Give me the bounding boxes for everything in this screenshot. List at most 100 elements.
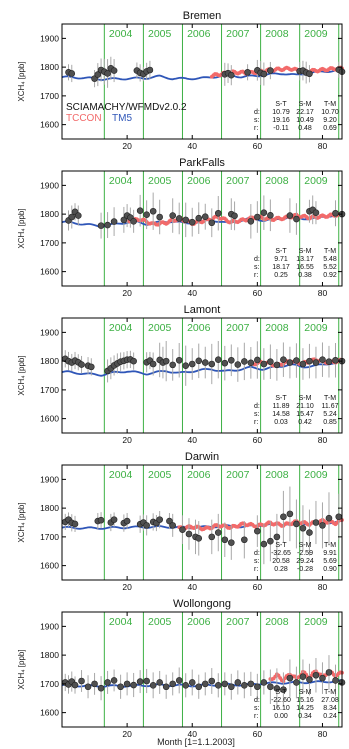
stats-value: 9.71 <box>274 256 288 263</box>
x-tick-label: 80 <box>318 435 328 445</box>
sciamachy-point <box>286 674 294 682</box>
sciamachy-point <box>312 359 320 366</box>
sciamachy-point <box>293 215 300 223</box>
stats-value: 0.24 <box>323 713 337 720</box>
y-tick-label: 1900 <box>40 327 59 337</box>
y-tick-label: 1600 <box>40 120 59 130</box>
sciamachy-point <box>228 683 235 691</box>
sciamachy-point <box>136 207 144 214</box>
year-label: 2007 <box>226 28 250 40</box>
panel-darwin: Darwin XCH₄ [ppb] 2004 2005 2006 2007 2008 2009… <box>17 451 344 592</box>
sciamachy-point <box>188 679 196 686</box>
plot-frame <box>61 23 343 140</box>
sciamachy-point <box>312 209 320 216</box>
sciamachy-point <box>325 514 333 522</box>
year-label: 2007 <box>226 616 250 628</box>
sciamachy-point <box>260 540 268 548</box>
sciamachy-point <box>104 70 111 77</box>
stats-value: 10.70 <box>321 109 339 116</box>
sciamachy-point <box>97 516 105 524</box>
stats-value: 16.55 <box>296 264 314 271</box>
stats-value: 0.38 <box>298 272 312 279</box>
sciamachy-point <box>306 676 313 683</box>
stats-value: 14.58 <box>272 411 290 418</box>
stats-row-label: s: <box>254 705 260 712</box>
stats-value: 21.10 <box>296 403 314 410</box>
sciamachy-point <box>332 209 339 217</box>
panel-parkfalls: ParkFalls XCH₄ [ppb] 2004 2005 2006 2007 2008 2… <box>17 157 346 298</box>
sciamachy-point <box>306 529 313 536</box>
panel-bremen: Bremen XCH₄ [ppb] 2004 2005 2006 2007 2008 2009… <box>17 10 346 151</box>
sciamachy-point <box>97 684 105 692</box>
stats-value: 5.52 <box>323 264 337 271</box>
year-label: 2006 <box>187 28 211 40</box>
sciamachy-point <box>195 683 203 691</box>
sciamachy-point <box>319 356 326 363</box>
y-axis-label: XCH₄ [ppb] <box>17 355 26 395</box>
sciamachy-point <box>149 360 157 368</box>
stats-column-header: T-M <box>324 101 336 108</box>
sciamachy-point <box>201 213 209 221</box>
sciamachy-point <box>110 67 118 74</box>
y-tick-label: 1600 <box>40 708 59 718</box>
stats-value: 0.03 <box>274 419 288 426</box>
y-tick-label: 1800 <box>40 356 59 366</box>
sciamachy-point <box>244 69 251 76</box>
y-axis-label: XCH₄ [ppb] <box>17 649 26 689</box>
y-tick-label: 1800 <box>40 209 59 219</box>
year-label: 2005 <box>148 322 172 334</box>
sciamachy-point <box>175 215 183 222</box>
stats-column-header: S-T <box>275 689 287 696</box>
year-label: 2005 <box>148 28 172 40</box>
sciamachy-point <box>130 357 137 365</box>
sciamachy-point <box>214 529 222 536</box>
sciamachy-point <box>214 356 222 363</box>
stats-value: 0.85 <box>323 419 337 426</box>
plot-frame <box>61 170 343 287</box>
stats-value: 11.89 <box>273 403 290 410</box>
stats-value: 5.69 <box>323 558 337 565</box>
stats-value: 11.67 <box>322 403 339 410</box>
year-label: 2004 <box>109 28 133 40</box>
x-tick-label: 60 <box>253 729 263 739</box>
sciamachy-point <box>143 211 150 218</box>
y-tick-label: 1600 <box>40 561 59 571</box>
sciamachy-point <box>182 216 190 224</box>
sciamachy-point <box>104 221 111 229</box>
year-label: 2009 <box>304 28 328 40</box>
sciamachy-point <box>221 359 229 367</box>
sciamachy-point <box>306 70 313 78</box>
panel-title: Wollongong <box>173 598 231 610</box>
sciamachy-point <box>280 686 287 693</box>
x-tick-label: 20 <box>122 141 132 151</box>
stats-row-label: s: <box>254 558 260 565</box>
sciamachy-point <box>293 520 300 528</box>
sciamachy-point <box>241 682 248 689</box>
stats-value: 10.79 <box>272 109 290 116</box>
sciamachy-point <box>182 362 190 370</box>
sciamachy-point <box>254 683 261 691</box>
sciamachy-point <box>169 361 176 369</box>
x-tick-label: 20 <box>122 729 132 739</box>
year-label: 2008 <box>265 616 289 628</box>
year-label: 2004 <box>109 322 133 334</box>
stats-value: 5.48 <box>323 256 337 263</box>
sciamachy-point <box>185 530 193 538</box>
stats-column-header: T-M <box>324 689 336 696</box>
sciamachy-point <box>110 677 118 684</box>
x-tick-label: 80 <box>318 141 328 151</box>
sciamachy-point <box>267 211 274 219</box>
sciamachy-point <box>306 357 313 365</box>
x-tick-label: 20 <box>122 288 132 298</box>
sciamachy-point <box>214 209 222 217</box>
sciamachy-point <box>267 537 274 545</box>
plot-frame <box>61 611 343 728</box>
sciamachy-point <box>182 682 190 689</box>
x-tick-label: 20 <box>122 582 132 592</box>
x-tick-label: 40 <box>187 288 197 298</box>
sciamachy-point <box>221 680 229 688</box>
sciamachy-point <box>97 222 105 229</box>
y-axis-label: XCH₄ [ppb] <box>17 502 26 542</box>
stats-value: 18.17 <box>272 264 290 271</box>
